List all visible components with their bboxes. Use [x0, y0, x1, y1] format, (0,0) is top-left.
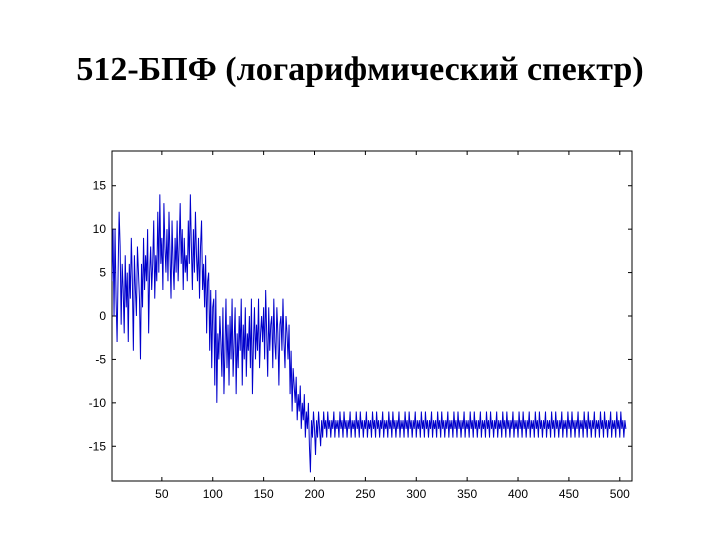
- spectrum-line: [112, 194, 627, 473]
- x-tick-label: 200: [304, 487, 324, 501]
- y-tick-label: 15: [93, 179, 107, 193]
- x-tick-label: 150: [254, 487, 274, 501]
- y-tick-label: 5: [99, 266, 106, 280]
- x-tick-label: 300: [406, 487, 426, 501]
- x-tick-label: 100: [203, 487, 223, 501]
- x-tick-label: 350: [457, 487, 477, 501]
- x-tick-label: 50: [155, 487, 169, 501]
- y-tick-label: -15: [89, 439, 107, 453]
- x-axis-ticks: 50 100 150 200 250 300 350 400 450 500: [155, 151, 630, 501]
- y-axis-ticks: -15 -10 -5 0 5 10 15: [89, 179, 632, 453]
- y-tick-label: -10: [89, 396, 107, 410]
- y-tick-label: 10: [93, 222, 107, 236]
- x-tick-label: 400: [508, 487, 528, 501]
- x-tick-label: 500: [610, 487, 630, 501]
- slide-title: 512-БПФ (логарифмический спектр): [76, 51, 644, 88]
- x-tick-label: 450: [559, 487, 579, 501]
- y-tick-label: 0: [99, 309, 106, 323]
- y-tick-label: -5: [95, 352, 106, 366]
- x-tick-label: 250: [355, 487, 375, 501]
